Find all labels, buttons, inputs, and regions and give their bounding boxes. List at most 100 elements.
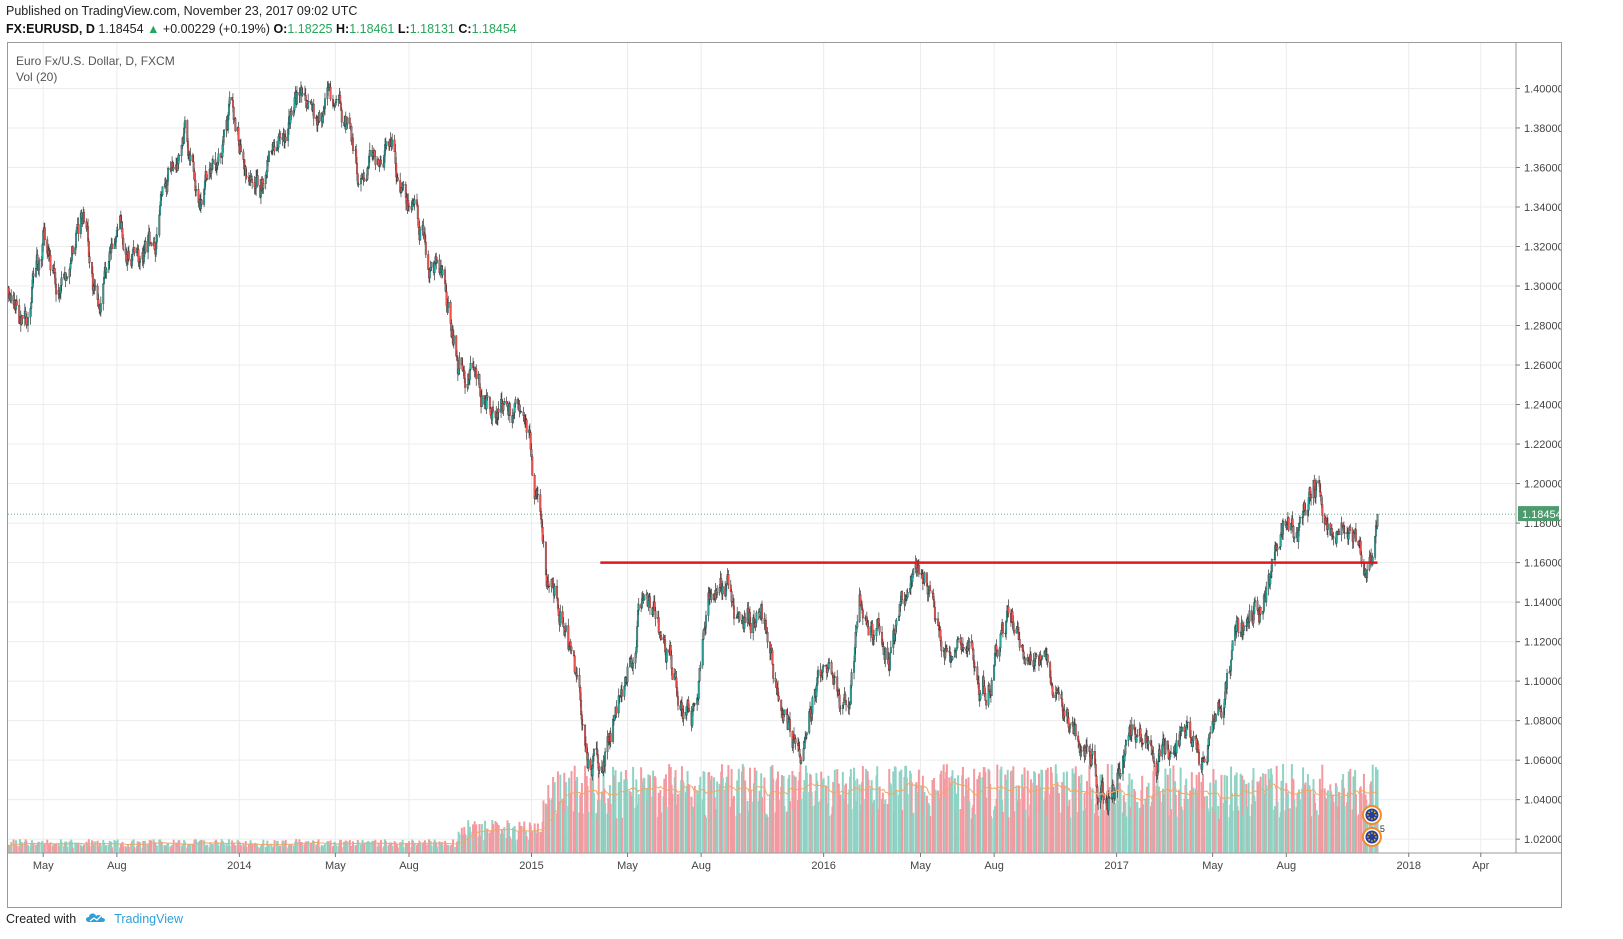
volume-bar [77, 842, 80, 853]
candle-body [30, 302, 33, 309]
volume-bar [917, 769, 920, 853]
volume-bar [385, 845, 388, 853]
candle-body [557, 608, 560, 616]
candle-body [1315, 480, 1318, 484]
volume-bar [755, 770, 758, 853]
candle-body [940, 640, 943, 651]
candle-body [1198, 751, 1200, 765]
volume-bar [1001, 811, 1004, 853]
volume-bar [115, 841, 118, 853]
volume-bar [1024, 809, 1027, 853]
volume-bar [553, 782, 556, 853]
candle-body [632, 662, 635, 668]
volume-bar [318, 846, 321, 853]
candle-body [677, 696, 679, 706]
candle-body [861, 609, 864, 619]
volume-bar [749, 789, 752, 853]
candle-body [1125, 740, 1128, 746]
candle-body [766, 632, 769, 643]
candle-body [232, 106, 235, 120]
price-tick-label: 1.10000 [1524, 676, 1561, 688]
volume-bar [1119, 789, 1122, 853]
candle-body [822, 665, 825, 667]
footer: Created with TradingView [6, 910, 183, 927]
volume-bar [317, 839, 320, 853]
candle-body [772, 664, 775, 679]
volume-bar [1343, 805, 1346, 853]
volume-bar [211, 844, 214, 853]
chart-frame[interactable]: 1.40000 1.38000 1.36000 1.34000 1.32000 1.300… [7, 42, 1562, 908]
candle-body [1231, 640, 1234, 651]
candle-body [1157, 760, 1160, 773]
price-chart[interactable]: 1.40000 1.38000 1.36000 1.34000 1.32000 1.300… [8, 43, 1561, 907]
price-tick-label: 1.38000 [1524, 123, 1561, 135]
volume-bar [1041, 770, 1044, 853]
candle-body [984, 693, 987, 701]
price-tick-label: 1.24000 [1524, 400, 1561, 412]
chart-legend: Euro Fx/U.S. Dollar, D, FXCM Vol (20) [16, 53, 175, 85]
volume-bar [60, 842, 63, 853]
volume-bar [1097, 816, 1100, 853]
candle-body [598, 766, 601, 771]
candle-body [536, 494, 539, 496]
last-price-tag [1518, 506, 1559, 522]
candle-body [985, 700, 988, 706]
volume-bar [1170, 809, 1173, 853]
event-count-label: 5 [1380, 824, 1385, 834]
candle-body [1282, 520, 1285, 535]
candle-body [356, 162, 358, 174]
volume-bar [464, 833, 467, 853]
candle-body [1287, 517, 1290, 531]
candle-body [25, 316, 28, 325]
symbol-label[interactable]: FX:EURUSD, D [6, 22, 95, 36]
legend-title[interactable]: Euro Fx/U.S. Dollar, D, FXCM [16, 54, 175, 68]
volume-bar [598, 799, 601, 853]
volume-bar [161, 845, 164, 853]
volume-bar [1220, 774, 1223, 853]
volume-bar [1156, 765, 1159, 853]
candle-body [1349, 526, 1352, 531]
volume-bar [1315, 810, 1318, 853]
candle-body [1001, 622, 1004, 634]
candle-body [1292, 525, 1295, 538]
volume-bar [626, 788, 629, 853]
volume-bar [901, 809, 904, 853]
volume-bar [721, 777, 724, 853]
volume-bar [267, 844, 270, 853]
volume-bar [452, 839, 455, 853]
eu-flag-star [1367, 814, 1369, 816]
volume-bar [217, 845, 220, 853]
candle-body [1347, 533, 1350, 540]
volume-bar [133, 847, 136, 853]
volume-bar [1254, 801, 1257, 853]
candle-body [1069, 724, 1072, 729]
candle-body [548, 585, 551, 588]
volume-bar [38, 841, 41, 853]
candle-body [1354, 529, 1357, 542]
candle-body [945, 648, 948, 652]
candle-body [155, 234, 158, 243]
candle-body [219, 153, 222, 158]
volume-bar [478, 824, 481, 853]
candle-body [267, 151, 270, 162]
volume-bar [94, 841, 97, 853]
volume-bar [428, 839, 431, 853]
volume-bar [704, 817, 707, 853]
candle-body [569, 641, 572, 647]
volume-bar [379, 840, 382, 853]
legend-volume[interactable]: Vol (20) [16, 70, 58, 84]
candle-body [32, 273, 35, 277]
candle-body [701, 639, 704, 666]
volume-bar [122, 846, 125, 853]
candle-body [783, 709, 786, 715]
tradingview-brand[interactable]: TradingView [114, 911, 183, 926]
eu-flag-icon [1361, 827, 1382, 847]
candle-body [497, 408, 500, 413]
candle-body [88, 256, 91, 263]
volume-bar [441, 845, 444, 853]
candle-body [1291, 518, 1294, 527]
candle-body [556, 585, 559, 599]
candle-body [296, 92, 298, 105]
volume-bar [1321, 764, 1324, 853]
candle-body [1248, 610, 1251, 622]
